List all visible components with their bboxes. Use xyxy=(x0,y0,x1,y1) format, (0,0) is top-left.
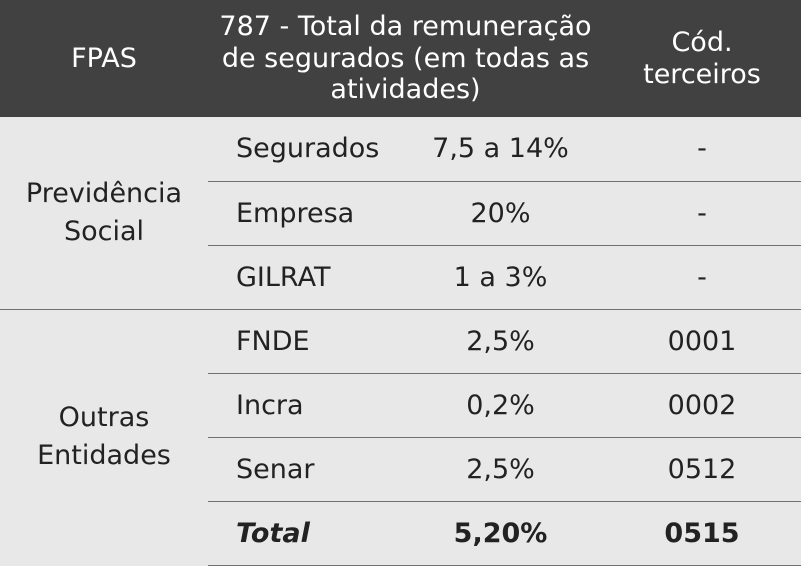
table-row: GILRAT 1 a 3% - xyxy=(0,245,801,310)
row-rate: 0,2% xyxy=(398,373,603,438)
row-code: - xyxy=(603,245,801,310)
row-rate: 20% xyxy=(398,181,603,246)
row-rate: 2,5% xyxy=(398,309,603,374)
table-row: Previdência Social Segurados 7,5 a 14% - xyxy=(0,117,801,310)
table-row: Incra 0,2% 0002 xyxy=(0,373,801,438)
header-third-party-code: Cód. terceiros xyxy=(603,0,801,117)
row-name: FNDE xyxy=(208,309,398,374)
group-label-previdencia: Previdência Social xyxy=(0,117,208,310)
row-name: Senar xyxy=(208,437,398,502)
header-fpas: FPAS xyxy=(0,0,208,117)
row-code: - xyxy=(603,117,801,182)
total-code: 0515 xyxy=(603,501,801,566)
row-name: GILRAT xyxy=(208,245,398,310)
row-code: 0512 xyxy=(603,437,801,502)
row-name: Empresa xyxy=(208,181,398,246)
row-rate: 1 a 3% xyxy=(398,245,603,310)
header-total-remuneration: 787 - Total da remuneração de segurados … xyxy=(208,0,603,117)
table-row: Senar 2,5% 0512 xyxy=(0,437,801,502)
row-name: Incra xyxy=(208,373,398,438)
row-rate: 7,5 a 14% xyxy=(398,117,603,182)
row-rate: 2,5% xyxy=(398,437,603,502)
header-row: FPAS 787 - Total da remuneração de segur… xyxy=(0,0,801,117)
group-label-outras: Outras Entidades xyxy=(37,402,171,472)
row-name: Segurados xyxy=(208,117,398,182)
row-code: 0001 xyxy=(603,309,801,374)
table-row: Empresa 20% - xyxy=(0,181,801,246)
row-code: 0002 xyxy=(603,373,801,438)
total-label: Total xyxy=(208,501,398,566)
row-code: - xyxy=(603,181,801,246)
total-rate: 5,20% xyxy=(398,501,603,566)
table-row: Outras Entidades FNDE 2,5% 0001 xyxy=(0,309,801,471)
